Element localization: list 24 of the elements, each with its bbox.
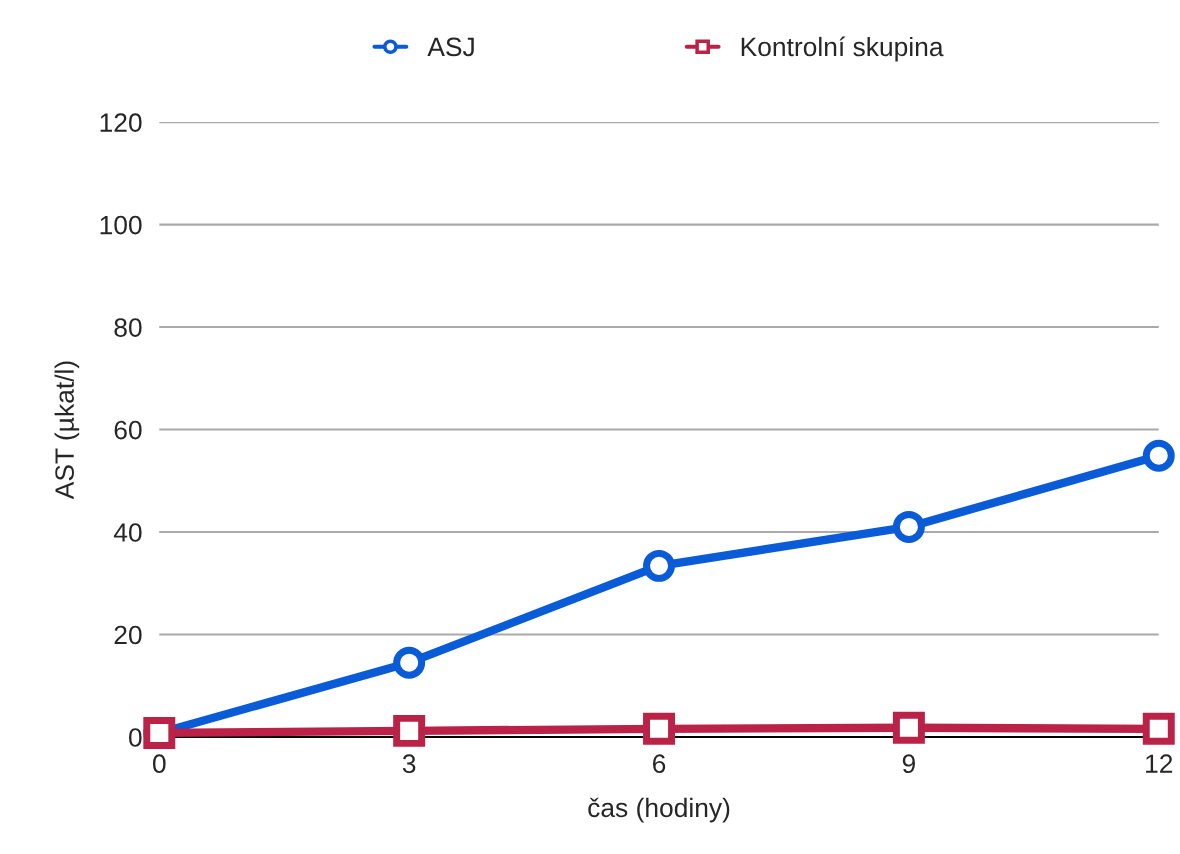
y-tick-label: 100: [100, 215, 142, 235]
y-tick-label: 20: [114, 625, 142, 645]
x-tick-label: 12: [1146, 754, 1173, 773]
x-tick-label: 6: [653, 754, 666, 774]
x-axis-title: čas (hodiny): [588, 797, 730, 823]
point: [1142, 712, 1175, 745]
y-tick-label: 80: [114, 318, 142, 337]
x-tick-label: 9: [902, 754, 915, 774]
point: [892, 711, 925, 744]
legend-label: Kontrolní skupina: [741, 36, 944, 62]
point: [1142, 439, 1175, 472]
y-tick-label: 0: [128, 728, 142, 747]
point: [892, 510, 925, 543]
point: [643, 549, 675, 582]
point: [643, 712, 675, 745]
x-tick-label: 0: [152, 754, 166, 774]
y-tick-label: 120: [100, 113, 142, 132]
point: [393, 714, 426, 747]
legend-label: ASJ: [427, 37, 474, 57]
y-tick-label: 60: [114, 420, 142, 440]
point: [393, 646, 426, 679]
x-tick-label: 3: [402, 754, 416, 774]
y-tick-label: 40: [113, 523, 142, 542]
y-axis-title: AST (µkat/l): [54, 361, 80, 500]
